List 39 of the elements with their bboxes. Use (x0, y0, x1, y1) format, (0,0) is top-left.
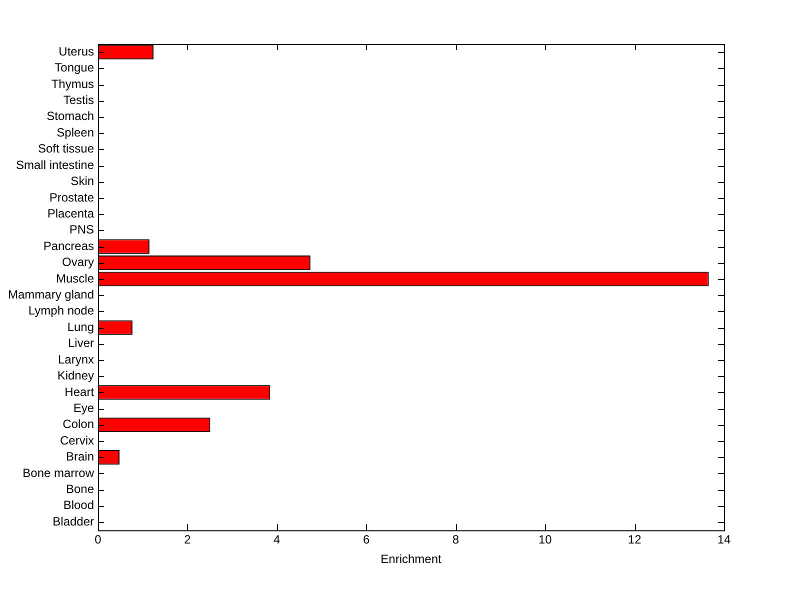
x-tick-label: 4 (274, 532, 281, 547)
y-tick-label: PNS (69, 222, 94, 237)
y-tick-label: Lung (67, 320, 94, 334)
y-tick-label: Eye (73, 400, 94, 415)
y-tick-label: Muscle (56, 271, 94, 286)
y-tick-label: Small intestine (16, 158, 94, 172)
y-tick-label: Heart (64, 384, 95, 399)
x-tick-label: 10 (538, 532, 552, 547)
y-tick-label: Pancreas (43, 238, 94, 253)
y-tick-label: Cervix (60, 433, 94, 448)
y-tick-label: Liver (68, 336, 94, 350)
y-tick-label: Skin (70, 174, 94, 188)
y-tick-label: Kidney (57, 368, 94, 383)
y-tick-label: Uterus (58, 44, 94, 58)
y-tick-label: Stomach (46, 109, 94, 124)
y-tick-label: Spleen (56, 125, 94, 140)
y-tick-label: Mammary gland (8, 288, 94, 302)
y-tick-label: Ovary (62, 255, 94, 270)
y-tick-label: Placenta (47, 206, 94, 220)
x-axis-title: Enrichment (380, 552, 442, 566)
y-tick-label: Blood (63, 498, 94, 512)
x-tick-label: 14 (717, 532, 731, 547)
y-tick-label: Brain (66, 450, 94, 464)
y-tick-label: Colon (62, 417, 94, 432)
x-tick-label: 2 (184, 532, 192, 547)
y-tick-label: Soft tissue (38, 142, 94, 156)
x-tick-label: 6 (362, 532, 370, 547)
x-tick-label: 12 (628, 532, 642, 547)
x-tick-label: 0 (94, 532, 102, 547)
y-tick-label: Bone (66, 482, 94, 496)
y-tick-label: Prostate (49, 190, 94, 204)
y-tick-label: Tongue (54, 60, 94, 75)
y-tick-label: Testis (63, 93, 94, 108)
y-tick-label: Thymus (51, 76, 94, 91)
x-tick-label: 8 (452, 532, 460, 547)
y-tick-label: Bone marrow (22, 466, 94, 480)
y-tick-label: Lymph node (28, 304, 94, 318)
y-tick-label: Bladder (52, 514, 94, 528)
y-tick-label: Larynx (58, 352, 94, 366)
